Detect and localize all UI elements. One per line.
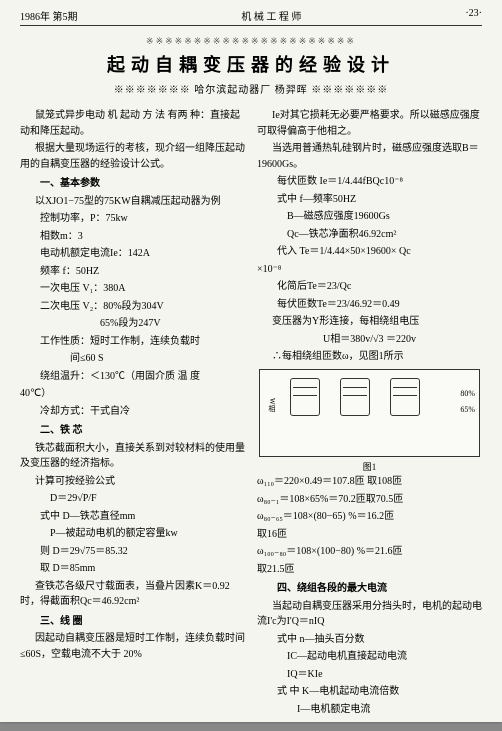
formula: ×10⁻⁸	[257, 262, 482, 278]
spec-line: 电动机额定电流Ie：142A	[20, 246, 245, 262]
pct-label: 80%	[460, 388, 475, 400]
formula: Qc—铁芯净面积46.92cm²	[257, 227, 482, 243]
formula: 则 D＝29√75＝85.32	[20, 544, 245, 560]
coil-icon	[340, 378, 370, 416]
formula: 式中 f—频率50HZ	[257, 192, 482, 208]
spec-line: 工作性质：短时工作制，连续负载时	[20, 334, 245, 350]
formula: IC—起动电机直接起动电流	[257, 649, 482, 665]
spec-line: 40℃）	[20, 386, 245, 402]
spec-line: 频率 f：50HZ	[20, 264, 245, 280]
title-border-top: ※※※※※※※※※※※※※※※※※※※※※※	[20, 36, 482, 47]
article-subtitle: ※※※※※※※ 哈尔滨起动器厂 杨羿晖 ※※※※※※※	[20, 81, 482, 96]
section-heading: 四、绕组各段的最大电流	[257, 581, 482, 597]
section-heading: 三、线 圈	[20, 614, 245, 630]
calc-line: 取16匝	[257, 527, 482, 543]
para: 计算可按经验公式	[20, 474, 245, 490]
para: 因起动自耦变压器是短时工作制，连续负载时间≤60S，空载电流不大于 20%	[20, 631, 245, 662]
para: Ie对其它损耗无必要严格要求。所以磁感应强度可取得偏高于他相之。	[257, 108, 482, 139]
formula: 每伏匝数Te＝23/46.92＝0.49	[257, 297, 482, 313]
axis-label: W相	[266, 398, 277, 412]
para: 变压器为Y形连接，每相绕组电压	[257, 314, 482, 330]
formula: I—电机额定电流	[257, 702, 482, 718]
formula: P—被起动电机的额定容量kw	[20, 526, 245, 542]
para: 当起动自耦变压器采用分挡头时，电机的起动电流I'c为I'Q＝nIQ	[257, 599, 482, 630]
coil-icon	[390, 378, 420, 416]
calc-line: ω₈₀₋₆₅＝108×(80−65) %＝16.2匝	[257, 509, 482, 525]
spec-line: 二次电压 V₂：80%段为304V	[20, 299, 245, 315]
calc-line: ω₁₁₀＝220×0.49＝107.8匝 取108匝	[257, 474, 482, 490]
spec-line: 绕组温升：＜130℃（用固介质 温 度	[20, 369, 245, 385]
formula: U相＝380v/√3 ＝220v	[257, 332, 482, 348]
formula: 式中 D—铁芯直径mm	[20, 509, 245, 525]
para: 鼠笼式异步电动 机 起动 方 法 有两 种：直接起动和降压起动。	[20, 108, 245, 139]
formula: 式中 n—抽头百分数	[257, 632, 482, 648]
formula: IQ＝KIe	[257, 667, 482, 683]
calc-line: ω₁₀₀₋₈₀＝108×(100−80) %＝21.6匝	[257, 544, 482, 560]
formula: 每伏匝数 Ie＝1/4.44fBQc10⁻⁸	[257, 174, 482, 190]
figure-1: 80% 65% W相	[259, 369, 480, 457]
header-right: ·23·	[465, 8, 482, 23]
formula: 化简后Te＝23/Qc	[257, 279, 482, 295]
section-heading: 二、铁 芯	[20, 423, 245, 439]
para: 当选用普通热轧硅钢片时，磁感应强度选取B＝19600Gs。	[257, 141, 482, 172]
section-heading: 一、基本参数	[20, 176, 245, 192]
formula: 取 D＝85mm	[20, 561, 245, 577]
para: 查铁芯各级尺寸载面表，当叠片因素K＝0.92时，得截面积Qc＝46.92cm²	[20, 579, 245, 610]
para: 铁芯截面积大小，直接关系到对较材料的使用量及变压器的经济指标。	[20, 441, 245, 472]
spec-line: 一次电压 V₁：380A	[20, 281, 245, 297]
calc-line: ω₈₀₋₁＝108×65%＝70.2匝取70.5匝	[257, 492, 482, 508]
para: 根据大量现场运行的考核，现介绍一组降压起动用的自耦变压器的经验设计公式。	[20, 141, 245, 172]
article-title: 起动自耦变压器的经验设计	[20, 51, 482, 77]
left-column: 鼠笼式异步电动 机 起动 方 法 有两 种：直接起动和降压起动。 根据大量现场运…	[20, 108, 245, 719]
formula: 代入 Te＝1/4.44×50×19600× Qc	[257, 244, 482, 260]
spec-line: 控制功率，P：75kw	[20, 211, 245, 227]
para: ∴每相绕组匝数ω，见图1所示	[257, 349, 482, 365]
header-center: 机 械 工 程 师	[241, 8, 301, 23]
formula: D＝29√P/F	[20, 491, 245, 507]
spec-line: 65%段为247V	[20, 316, 245, 332]
spec-line: 相数m：3	[20, 229, 245, 245]
header-left: 1986年 第5期	[20, 8, 78, 23]
spec-line: 冷却方式：干式自冷	[20, 404, 245, 420]
spec-line: 间≤60 S	[20, 351, 245, 367]
pct-label: 65%	[460, 404, 475, 416]
calc-line: 取21.5匝	[257, 562, 482, 578]
coil-icon	[290, 378, 320, 416]
figure-caption: 图1	[257, 461, 482, 475]
formula: 式 中 K—电机起动电流倍数	[257, 684, 482, 700]
right-column: Ie对其它损耗无必要严格要求。所以磁感应强度可取得偏高于他相之。 当选用普通热轧…	[257, 108, 482, 719]
formula: B—磁感应强度19600Gs	[257, 209, 482, 225]
para: 以XJO1−75型的75KW自耦减压起动器为例	[20, 194, 245, 210]
